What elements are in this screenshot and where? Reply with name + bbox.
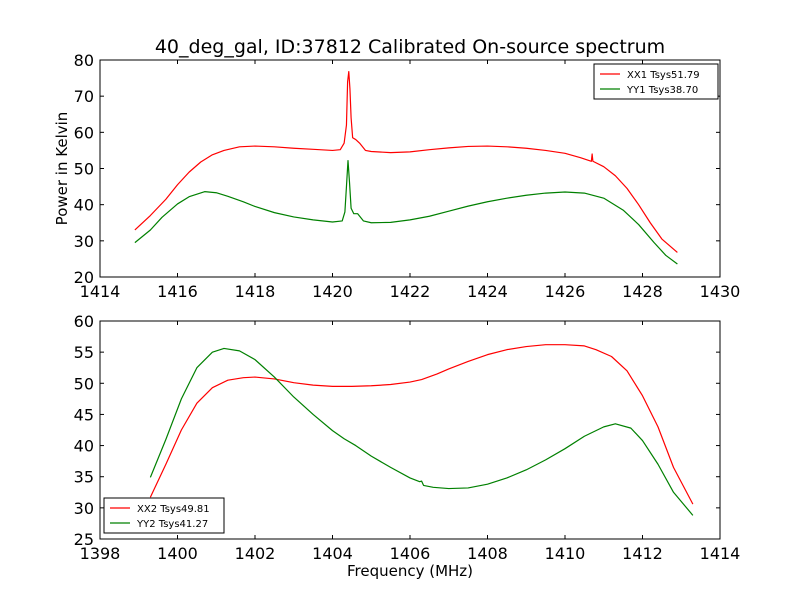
panel2-legend-box	[103, 497, 225, 534]
panel1-chart-title: 40_deg_gal, ID:37812 Calibrated On-sourc…	[155, 36, 665, 58]
panel1-x-tick-label: 1418	[235, 282, 276, 301]
panel1-y-tick-label: 30	[74, 232, 94, 251]
panel1-x-tick-label: 1424	[467, 282, 508, 301]
panel2-x-tick-label: 1408	[467, 544, 508, 563]
panel1-x-tick-label: 1414	[80, 282, 121, 301]
panel1-legend-label-2: YY1 Tsys38.70	[626, 85, 698, 96]
panel2-y-tick-label: 50	[74, 374, 94, 393]
panel1-x-tick-label: 1426	[545, 282, 586, 301]
panel2-y-tick-label: 40	[74, 437, 94, 456]
panel2-x-tick-label: 1400	[157, 544, 198, 563]
panel1-x-tick-label: 1420	[312, 282, 353, 301]
panel2-y-tick-label: 30	[74, 499, 94, 518]
panel1-y-tick-label: 70	[74, 87, 94, 106]
panel1-series-line-1	[134, 70, 678, 253]
panel1-y-tick-label: 80	[74, 51, 94, 70]
panel1-x-tick-label: 1422	[390, 282, 431, 301]
panel2-x-tick-label: 1404	[312, 544, 353, 563]
panel1-x-tick-label: 1416	[157, 282, 198, 301]
panel1-x-tick-label: 1430	[700, 282, 741, 301]
panel2-x-tick-label: 1406	[390, 544, 431, 563]
panel1-legend-box	[593, 63, 719, 100]
panel2-y-tick-label: 25	[74, 530, 94, 549]
panel2-x-tick-label: 1402	[235, 544, 276, 563]
panel2-legend: XX2 Tsys49.81 YY2 Tsys41.27	[103, 497, 225, 534]
panel2-x-tick-label: 1414	[700, 544, 741, 563]
panel1-y-tick-label: 40	[74, 196, 94, 215]
panel2-y-tick-label: 45	[74, 405, 94, 424]
panel2-group: 1398 1400 1402 1404 1406 1408 1410 1412 1414 25 30…	[74, 312, 741, 580]
panel1-series-line-2	[134, 159, 678, 265]
panel1-legend-label-1: XX1 Tsys51.79	[627, 70, 700, 81]
panel2-series-line-2	[149, 347, 694, 516]
panel1-y-tick-label: 50	[74, 160, 94, 179]
panel2-legend-label-2: YY2 Tsys41.27	[136, 519, 208, 530]
panel1-legend: XX1 Tsys51.79 YY1 Tsys38.70	[593, 63, 719, 100]
panel1-group: 1414 1416 1418 1420 1422 1424 1426 1428 1430 20 30…	[53, 36, 740, 301]
panel1-x-tick-label: 1428	[622, 282, 663, 301]
panel2-y-tick-label: 35	[74, 468, 94, 487]
panel1-y-tick-label: 60	[74, 123, 94, 142]
panel2-y-tick-label: 55	[74, 343, 94, 362]
panel2-x-tick-label: 1412	[622, 544, 663, 563]
panel2-x-axis-label: Frequency (MHz)	[347, 562, 473, 580]
panel2-x-tick-label: 1398	[80, 544, 121, 563]
panel2-y-tick-label: 60	[74, 312, 94, 331]
panel2-x-tick-label: 1410	[545, 544, 586, 563]
panel1-y-tick-label: 20	[74, 268, 94, 287]
panel2-series-line-1	[149, 344, 694, 505]
panel2-legend-label-1: XX2 Tsys49.81	[137, 504, 210, 515]
panel1-y-axis-label: Power in Kelvin	[53, 112, 71, 226]
